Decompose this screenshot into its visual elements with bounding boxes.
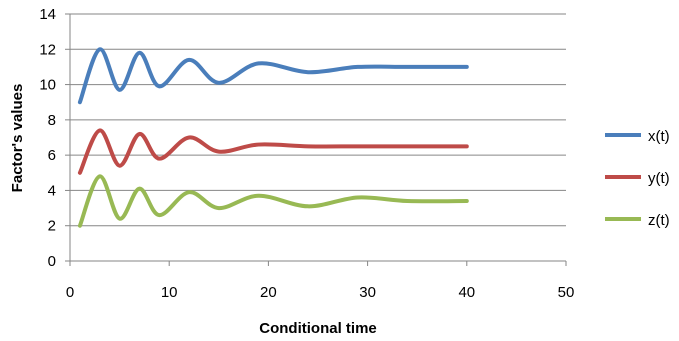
- x-tick-label: 0: [66, 284, 74, 301]
- tick-labels: 0 2 4 6 8 10 12 14 0 10 20 30 40 50: [39, 6, 574, 301]
- series-line-y: [77, 128, 469, 175]
- legend-label: x(t): [648, 128, 670, 145]
- series-line-z: [77, 174, 469, 228]
- y-tick-label: 6: [48, 147, 56, 164]
- x-axis-title: Conditional time: [259, 320, 377, 337]
- series-line-x: [77, 47, 469, 105]
- x-tick-label: 50: [558, 284, 575, 301]
- y-tick-label: 2: [48, 218, 56, 235]
- x-tick-label: 20: [260, 284, 277, 301]
- legend: x(t) y(t) z(t): [605, 128, 670, 229]
- x-tick-label: 30: [359, 284, 376, 301]
- y-axis-title: Factor's values: [9, 84, 26, 193]
- y-tick-label: 8: [48, 112, 56, 129]
- x-tick-label: 40: [458, 284, 475, 301]
- legend-label: z(t): [648, 212, 670, 229]
- y-tick-label: 14: [39, 6, 56, 23]
- y-tick-label: 12: [39, 41, 56, 58]
- x-tick-label: 10: [161, 284, 178, 301]
- y-tick-label: 0: [48, 253, 56, 270]
- axes: [65, 13, 567, 266]
- y-tick-label: 10: [39, 77, 56, 94]
- legend-label: y(t): [648, 170, 670, 187]
- y-tick-label: 4: [48, 182, 56, 199]
- series-lines: [77, 47, 469, 228]
